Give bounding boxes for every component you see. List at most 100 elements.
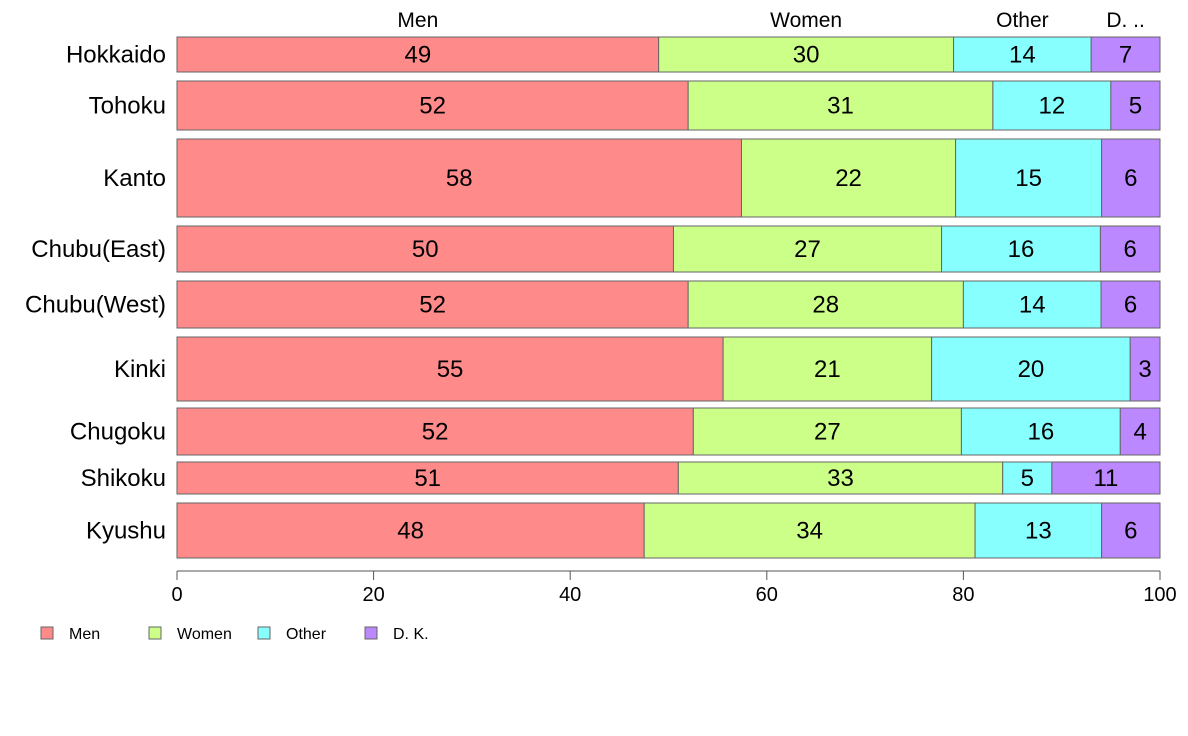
bar-value-label: 16: [1008, 236, 1035, 263]
segment-header-label: D. ..: [1106, 9, 1145, 32]
bar-segment: [176, 36, 660, 73]
bar-row: 51 33 5 11: [176, 461, 1161, 495]
bar-segment: [962, 280, 1102, 329]
bar-value-label: 14: [1019, 292, 1046, 319]
bar-segment: [1099, 225, 1161, 273]
legend-label: Other: [286, 626, 327, 643]
bar-segment: [687, 280, 964, 329]
bar-segment: [1119, 407, 1161, 456]
bar-segment: [953, 36, 1092, 73]
bar-value-label: 13: [1025, 518, 1052, 545]
legend-label: D. K.: [393, 626, 429, 643]
bar-segment: [687, 80, 994, 131]
bar-segment: [176, 280, 689, 329]
x-tick-label: 80: [952, 584, 974, 606]
bar-segment: [740, 138, 957, 218]
bar-value-label: 16: [1027, 419, 1054, 446]
bar-segment: [974, 502, 1103, 559]
legend-swatch: [364, 626, 378, 640]
bar-value-label: 5: [1129, 93, 1142, 120]
bar-value-label: 11: [1093, 465, 1118, 492]
bar-value-label: 7: [1119, 42, 1132, 69]
bar-segment: [176, 225, 674, 273]
bar-value-label: 31: [827, 93, 854, 120]
x-tick-label: 60: [756, 584, 778, 606]
bar-value-label: 58: [446, 165, 473, 192]
x-tick-label: 100: [1143, 584, 1176, 606]
bar-row: 48 34 13 6: [176, 502, 1161, 559]
bar-row: 49 30 14 7: [176, 36, 1161, 73]
bar-row: 58 22 15 6: [176, 138, 1161, 218]
bar-segment: [992, 80, 1112, 131]
legend-item: Women: [148, 626, 232, 643]
category-label: Shikoku: [81, 465, 166, 492]
x-axis: 0 20 40 60 80 100: [171, 570, 1177, 606]
bar-row: 52 28 14 6: [176, 280, 1161, 329]
bar-segment: [960, 407, 1121, 456]
category-label: Kyushu: [86, 518, 166, 545]
bar-value-label: 33: [827, 465, 854, 492]
bar-value-label: 4: [1133, 419, 1146, 446]
bar-value-label: 22: [835, 165, 862, 192]
bar-value-label: 15: [1015, 165, 1042, 192]
bar-value-label: 28: [812, 292, 839, 319]
bar-segment: [722, 336, 933, 402]
bar-row: 52 31 12 5: [176, 80, 1161, 131]
bar-segment: [1051, 461, 1161, 495]
bar-row: 55 21 20 3: [176, 336, 1161, 402]
bar-value-label: 30: [793, 42, 820, 69]
bar-segment: [176, 461, 679, 495]
category-label: Hokkaido: [66, 42, 166, 69]
bar-value-label: 27: [814, 419, 841, 446]
category-label: Tohoku: [89, 93, 166, 120]
category-label: Chugoku: [70, 419, 166, 446]
category-label: Kanto: [103, 165, 166, 192]
bar-segment: [176, 138, 742, 218]
bar-segment: [643, 502, 976, 559]
bar-row: 52 27 16 4: [176, 407, 1161, 456]
bar-value-label: 14: [1009, 42, 1036, 69]
bar-segment: [176, 407, 694, 456]
legend-item: Men: [40, 626, 100, 643]
category-label: Chubu(West): [25, 292, 166, 319]
segment-header-label: Women: [770, 9, 842, 32]
bar-value-label: 6: [1124, 165, 1137, 192]
category-label: Chubu(East): [31, 236, 166, 263]
legend: Men Women Other D. K.: [40, 626, 429, 643]
legend-label: Men: [69, 626, 100, 643]
bar-value-label: 12: [1039, 93, 1066, 120]
bar-segment: [1110, 80, 1161, 131]
bar-value-label: 34: [796, 518, 823, 545]
bar-row: 50 27 16 6: [176, 225, 1161, 273]
bar-value-label: 49: [404, 42, 431, 69]
bar-segment: [1101, 138, 1161, 218]
bar-value-label: 6: [1124, 236, 1137, 263]
bar-value-label: 52: [419, 93, 446, 120]
bar-value-label: 5: [1021, 465, 1034, 492]
x-tick-label: 0: [171, 584, 182, 606]
bar-segment: [176, 336, 724, 402]
legend-swatch: [257, 626, 271, 640]
bar-segment: [931, 336, 1131, 402]
category-label: Kinki: [114, 356, 166, 383]
segment-header-label: Other: [996, 9, 1049, 32]
bar-value-label: 20: [1018, 356, 1045, 383]
category-labels: Hokkaido Tohoku Kanto Chubu(East) Chubu(West…: [25, 42, 166, 545]
legend-swatch: [148, 626, 162, 640]
bar-value-label: 6: [1124, 292, 1137, 319]
bar-value-label: 21: [814, 356, 841, 383]
bar-value-label: 27: [794, 236, 821, 263]
bar-segment: [672, 225, 943, 273]
bar-segment: [176, 80, 689, 131]
legend-label: Women: [177, 626, 232, 643]
bar-segment: [1100, 280, 1161, 329]
bar-segment: [1090, 36, 1161, 73]
bar-value-label: 6: [1124, 518, 1137, 545]
legend-item: D. K.: [364, 626, 429, 643]
bar-value-label: 51: [414, 465, 441, 492]
bar-value-label: 52: [419, 292, 446, 319]
bar-segment: [658, 36, 955, 73]
bar-segment: [1129, 336, 1161, 402]
bar-segment: [1002, 461, 1053, 495]
bar-segment: [1101, 502, 1161, 559]
